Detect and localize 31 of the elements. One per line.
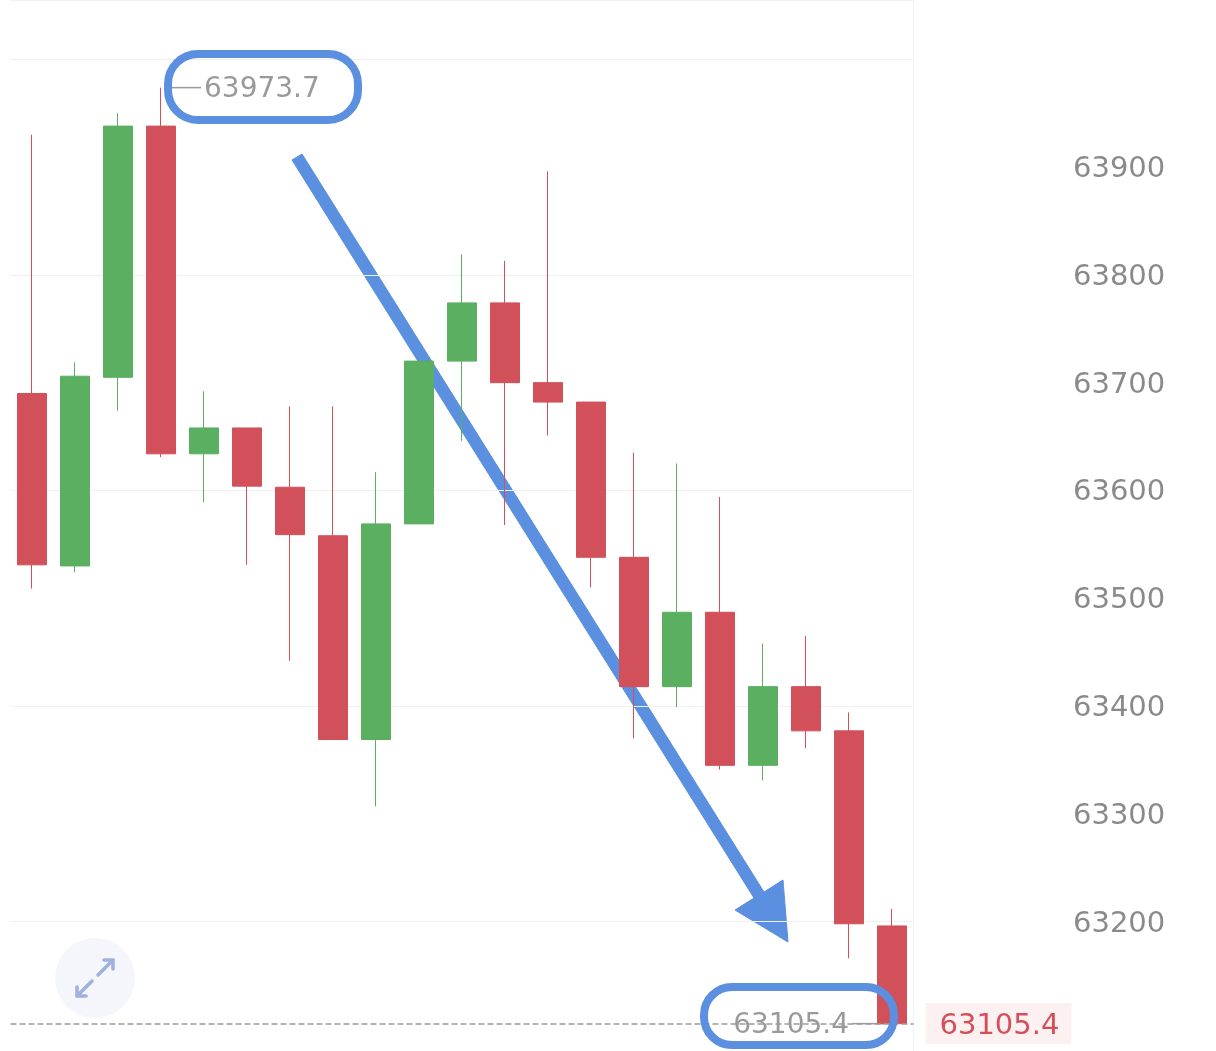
candlestick bbox=[189, 390, 219, 503]
candlestick bbox=[232, 427, 262, 566]
y-tick-label: 63800 bbox=[1073, 257, 1166, 292]
annotation: 63973.7 bbox=[204, 71, 320, 105]
y-tick-label: 63900 bbox=[1073, 150, 1166, 185]
candlestick bbox=[705, 496, 735, 771]
candlestick bbox=[533, 170, 563, 436]
y-tick-label: 63700 bbox=[1073, 365, 1166, 400]
candlestick bbox=[318, 405, 348, 740]
candlestick bbox=[447, 253, 477, 442]
ref-line-label: 63105.4 bbox=[939, 1006, 1060, 1041]
candlestick bbox=[275, 405, 305, 662]
candlestick bbox=[146, 87, 176, 458]
candlestick bbox=[361, 471, 391, 807]
candlestick bbox=[404, 360, 434, 525]
annotation: 63105.4 bbox=[733, 1007, 849, 1041]
candlestick bbox=[791, 635, 821, 749]
candlestick bbox=[60, 361, 90, 573]
y-tick-label: 63500 bbox=[1073, 581, 1166, 616]
y-tick-label: 63600 bbox=[1073, 473, 1166, 508]
candlestick bbox=[490, 260, 520, 526]
candlestick bbox=[103, 112, 133, 412]
y-tick-label: 63300 bbox=[1073, 796, 1166, 831]
candlestick bbox=[619, 452, 649, 739]
candlestick bbox=[834, 712, 864, 959]
candlestick bbox=[748, 643, 778, 781]
candlestick bbox=[17, 134, 47, 590]
y-tick-label: 63200 bbox=[1073, 904, 1166, 939]
candlestick bbox=[576, 401, 606, 588]
candlestick bbox=[662, 463, 692, 708]
y-tick-label: 63400 bbox=[1073, 689, 1166, 724]
